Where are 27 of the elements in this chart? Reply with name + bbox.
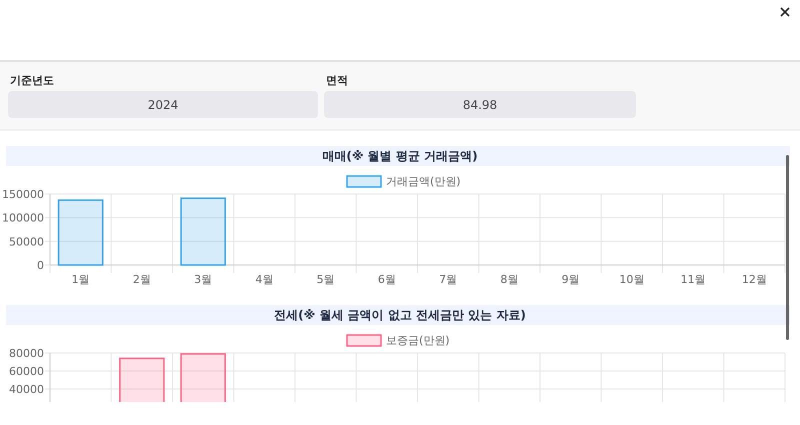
- x-tick-label: 9월: [562, 273, 580, 286]
- x-tick-label: 10월: [619, 273, 644, 286]
- y-tick-label: 40000: [9, 383, 44, 396]
- text: 면적: [326, 74, 348, 87]
- legend-label: 거래금액(만원): [386, 175, 461, 188]
- x-tick-label: 2월: [132, 273, 151, 286]
- x-tick-label: 12월: [742, 273, 767, 286]
- y-tick-label: 150000: [2, 188, 44, 201]
- legend-label: 보증금(만원): [386, 334, 450, 347]
- x-tick-label: 3월: [194, 273, 212, 286]
- x-tick-label: 11월: [680, 273, 706, 286]
- y-tick-label: 80000: [9, 347, 44, 360]
- y-tick-label: 60000: [9, 365, 44, 378]
- y-tick-label: 50000: [9, 235, 44, 248]
- y-tick-label: 100000: [2, 212, 44, 225]
- x-tick-label: 6월: [378, 273, 396, 286]
- chart-title: 매매(※ 월별 평균 거래금액): [322, 149, 478, 163]
- y-tick-label: 0: [37, 259, 44, 272]
- text: 84.98: [462, 98, 498, 112]
- text: 2024: [148, 98, 178, 112]
- x-tick-label: 1월: [72, 273, 90, 286]
- x-tick-label: 4월: [255, 273, 274, 286]
- chart-title: 전세(※ 월세 금액이 없고 전세금만 있는 자료): [274, 308, 526, 322]
- x-tick-label: 5월: [316, 273, 335, 286]
- x-tick-label: 7월: [439, 273, 458, 286]
- text: 기준년도: [10, 74, 54, 87]
- x-tick-label: 8월: [500, 273, 518, 286]
